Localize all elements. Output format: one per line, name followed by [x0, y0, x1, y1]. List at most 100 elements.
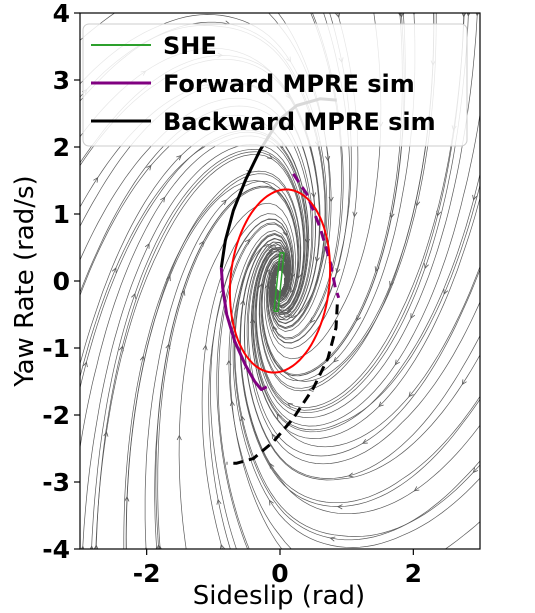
streamline-arrow [155, 546, 158, 549]
streamline [125, 180, 281, 549]
streamline [402, 395, 480, 480]
streamline-arrow [490, 236, 494, 241]
streamline-arrow [160, 196, 166, 203]
tick-layer: -2 0 2 4 3 2 1 0 -1 -2 -3 -4 [42, 0, 422, 588]
y-tick-label: -3 [42, 468, 70, 497]
streamline-arrow [259, 3, 264, 8]
streamline-arrow [488, 314, 492, 319]
series-line-4 [226, 304, 339, 465]
streamline-arrow [216, 498, 222, 505]
series-line-1 [219, 267, 268, 391]
streamline-arrow [335, 13, 341, 19]
streamline [80, 365, 98, 450]
streamline-arrow [219, 543, 225, 549]
legend-box [82, 23, 468, 147]
streamline [268, 13, 281, 27]
streamline-arrow [269, 499, 274, 506]
streamline [218, 478, 237, 549]
legend: SHE Forward MPRE sim Backward MPRE sim [82, 23, 468, 147]
streamline-arrow [308, 6, 312, 11]
y-tick-label: -2 [42, 401, 70, 430]
y-axis-label: Yaw Rate (rad/s) [10, 175, 40, 387]
streamline [157, 478, 161, 549]
x-tick-label: 0 [271, 559, 288, 588]
streamline-arrow [412, 13, 415, 16]
streamline-arrow [483, 470, 488, 475]
streamline-arrow [333, 357, 339, 363]
streamline-arrow [229, 400, 235, 407]
streamline [444, 535, 464, 549]
streamline [462, 334, 480, 367]
streamline-arrow [307, 386, 314, 392]
streamline [341, 354, 480, 480]
streamline [279, 265, 480, 448]
streamline-arrow [398, 13, 404, 18]
y-tick-label: 2 [53, 133, 70, 162]
streamline [80, 252, 98, 294]
streamline-arrow [461, 13, 467, 18]
streamline-arrow [166, 275, 171, 282]
streamline [218, 365, 250, 549]
streamline-arrow [93, 176, 99, 183]
streamline [80, 195, 159, 390]
streamline-arrow [328, 196, 334, 203]
streamline-arrow [408, 391, 414, 398]
streamline [462, 112, 480, 197]
y-tick-label: -1 [42, 334, 70, 363]
streamline-arrow [158, 545, 162, 549]
streamline-arrow [472, 194, 478, 201]
streamline-arrow [489, 12, 493, 17]
streamline-arrow [410, 313, 416, 320]
streamline [208, 309, 231, 549]
streamline-arrow [146, 164, 152, 171]
streamline-arrow [361, 438, 368, 444]
streamline-arrow [66, 321, 70, 326]
streamline-arrow [335, 267, 341, 274]
streamline-arrow [325, 155, 331, 162]
streamline-arrow [68, 243, 72, 248]
streamline-arrow [124, 4, 129, 8]
y-tick-label: 4 [53, 0, 70, 28]
streamline-arrow [475, 13, 480, 17]
streamline [91, 478, 98, 549]
streamline-arrow [336, 504, 343, 510]
streamline-arrow [290, 272, 296, 279]
streamline [125, 309, 159, 549]
streamline-arrow [424, 263, 429, 270]
streamline-arrow [394, 359, 400, 366]
streamline [82, 422, 98, 549]
series-line-0 [273, 252, 285, 312]
streamline-arrow [297, 554, 302, 559]
streamline-arrow [488, 510, 493, 515]
streamline-arrow [352, 211, 358, 218]
streamline-arrow [347, 472, 354, 478]
streamline-arrow [72, 87, 77, 92]
streamline [95, 252, 159, 549]
x-tick-label: -2 [133, 559, 161, 588]
streamline-arrow [80, 545, 85, 549]
streamline [80, 309, 98, 366]
streamline [279, 535, 292, 549]
streamline-arrow [240, 415, 246, 422]
streamline-arrow [221, 199, 227, 205]
streamline-arrow [202, 344, 208, 351]
streamline [96, 13, 116, 27]
streamline-arrow [89, 545, 94, 549]
streamline-arrow [144, 242, 150, 249]
streamline-arrow [68, 175, 72, 180]
y-tick-label: 0 [53, 267, 70, 296]
streamline-arrow [131, 292, 136, 299]
streamline-arrow [485, 383, 489, 388]
legend-label-forward: Forward MPRE sim [163, 70, 415, 98]
streamline [401, 172, 480, 367]
y-tick-label: 3 [53, 66, 70, 95]
y-tick-label: 1 [53, 200, 70, 229]
streamline [401, 301, 480, 423]
streamline [154, 422, 159, 549]
streamline [462, 268, 480, 310]
x-tick-label: 2 [405, 559, 422, 588]
legend-label-backward: Backward MPRE sim [163, 108, 436, 136]
streamline-arrow [311, 192, 317, 199]
streamline [178, 252, 220, 549]
